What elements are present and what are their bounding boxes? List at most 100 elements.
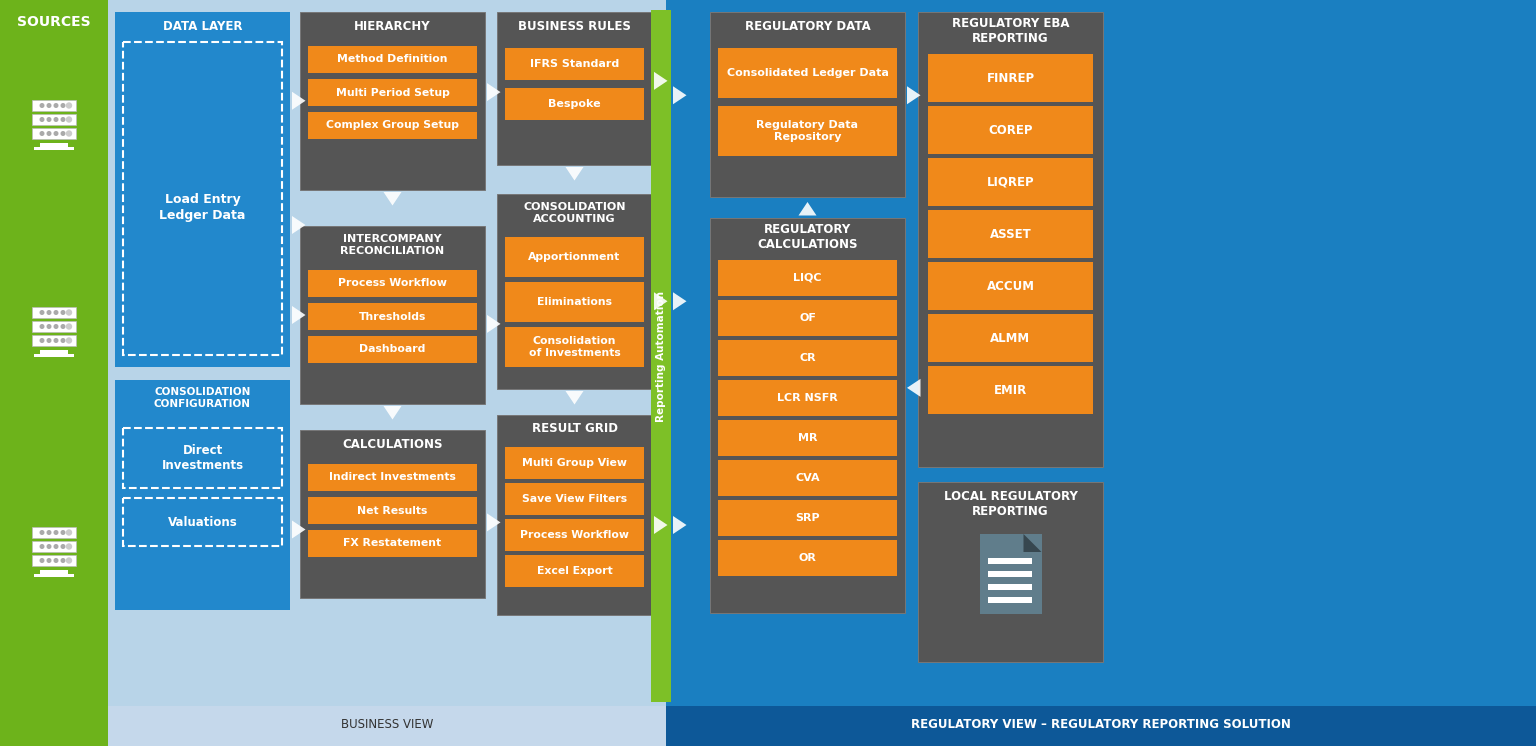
Circle shape — [40, 530, 45, 534]
Circle shape — [40, 118, 45, 122]
Text: DATA LAYER: DATA LAYER — [163, 19, 243, 33]
Text: FINREP: FINREP — [986, 72, 1035, 84]
Circle shape — [61, 530, 65, 534]
Text: INTERCOMPANY
RECONCILIATION: INTERCOMPANY RECONCILIATION — [341, 234, 444, 256]
Text: Consolidated Ledger Data: Consolidated Ledger Data — [727, 68, 888, 78]
Circle shape — [40, 104, 45, 107]
Circle shape — [48, 310, 51, 314]
Polygon shape — [292, 92, 306, 110]
Bar — [928, 262, 1094, 310]
Text: BUSINESS RULES: BUSINESS RULES — [518, 19, 631, 33]
Polygon shape — [673, 516, 687, 534]
Text: REGULATORY DATA: REGULATORY DATA — [745, 19, 871, 33]
Text: Net Results: Net Results — [358, 506, 427, 515]
Bar — [988, 558, 1032, 564]
Bar — [32, 527, 75, 538]
Bar — [40, 350, 68, 354]
Bar — [505, 483, 644, 515]
Bar — [988, 571, 1032, 577]
Bar — [300, 226, 485, 404]
Bar — [505, 48, 644, 80]
Bar — [123, 42, 283, 355]
Circle shape — [66, 103, 72, 108]
Bar — [498, 194, 651, 389]
Circle shape — [54, 310, 58, 314]
Bar — [667, 0, 1536, 746]
Polygon shape — [292, 216, 306, 234]
Polygon shape — [487, 83, 501, 101]
Bar — [988, 584, 1032, 590]
Text: Excel Export: Excel Export — [536, 566, 613, 576]
Bar — [717, 380, 897, 416]
Bar — [34, 574, 74, 577]
Text: CONSOLIDATION
CONFIGURATION: CONSOLIDATION CONFIGURATION — [154, 387, 250, 409]
Circle shape — [40, 310, 45, 314]
Circle shape — [40, 325, 45, 328]
Bar — [980, 534, 1041, 614]
Polygon shape — [906, 379, 920, 397]
Polygon shape — [384, 406, 401, 419]
Text: Eliminations: Eliminations — [538, 297, 611, 307]
Polygon shape — [487, 315, 501, 333]
Bar — [309, 303, 478, 330]
Bar — [309, 46, 478, 73]
Bar — [919, 12, 1103, 467]
Polygon shape — [565, 391, 584, 404]
Circle shape — [54, 132, 58, 135]
Circle shape — [48, 530, 51, 534]
Text: LOCAL REGULATORY
REPORTING: LOCAL REGULATORY REPORTING — [943, 490, 1077, 518]
Bar — [710, 218, 905, 613]
Circle shape — [54, 104, 58, 107]
Bar — [32, 555, 75, 566]
Bar — [32, 128, 75, 139]
Bar — [505, 519, 644, 551]
Bar — [505, 282, 644, 322]
Text: MR: MR — [797, 433, 817, 443]
Text: Multi Group View: Multi Group View — [522, 458, 627, 468]
Circle shape — [40, 339, 45, 342]
Circle shape — [66, 310, 72, 315]
Text: Reporting Automation: Reporting Automation — [656, 290, 667, 421]
Circle shape — [40, 559, 45, 562]
Bar — [115, 12, 290, 367]
Circle shape — [48, 104, 51, 107]
Text: OR: OR — [799, 553, 817, 563]
Bar — [309, 270, 478, 297]
Text: Regulatory Data
Repository: Regulatory Data Repository — [757, 120, 859, 142]
Bar — [40, 143, 68, 147]
Bar — [115, 380, 290, 610]
Text: EMIR: EMIR — [994, 383, 1028, 397]
Circle shape — [61, 118, 65, 122]
Text: LCR NSFR: LCR NSFR — [777, 393, 837, 403]
Bar — [667, 706, 1536, 746]
Circle shape — [54, 339, 58, 342]
Circle shape — [66, 131, 72, 136]
Text: OF: OF — [799, 313, 816, 323]
Bar — [32, 541, 75, 552]
Circle shape — [40, 545, 45, 548]
Bar — [32, 307, 75, 318]
Bar — [40, 570, 68, 574]
Circle shape — [61, 104, 65, 107]
Bar — [300, 12, 485, 190]
Text: SOURCES: SOURCES — [17, 15, 91, 29]
Bar — [505, 237, 644, 277]
Polygon shape — [673, 87, 687, 104]
Bar — [498, 12, 651, 165]
Polygon shape — [384, 192, 401, 205]
Circle shape — [48, 545, 51, 548]
Bar — [34, 147, 74, 150]
Bar — [717, 460, 897, 496]
Text: CONSOLIDATION
ACCOUNTING: CONSOLIDATION ACCOUNTING — [524, 202, 625, 224]
Polygon shape — [292, 521, 306, 539]
Bar — [717, 540, 897, 576]
Bar — [498, 415, 651, 615]
Bar — [108, 0, 667, 746]
Text: CR: CR — [799, 353, 816, 363]
Bar — [919, 482, 1103, 662]
Text: BUSINESS VIEW: BUSINESS VIEW — [341, 718, 433, 732]
Text: LIQREP: LIQREP — [986, 175, 1034, 189]
Circle shape — [61, 310, 65, 314]
Circle shape — [66, 338, 72, 343]
Text: Process Workflow: Process Workflow — [338, 278, 447, 289]
